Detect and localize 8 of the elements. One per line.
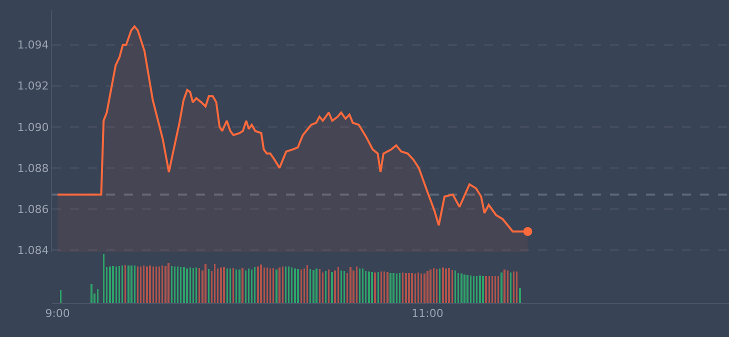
y-tick-label: 1.084 <box>17 244 49 257</box>
y-tick-label: 1.094 <box>17 38 49 52</box>
y-tick-label: 1.086 <box>17 202 49 216</box>
y-tick-label: 1.090 <box>17 120 49 134</box>
x-tick-label: 9:00 <box>45 307 70 320</box>
y-tick-label: 1.092 <box>17 80 49 93</box>
x-tick-label: 11:00 <box>412 307 444 320</box>
y-tick-label: 1.088 <box>17 162 49 175</box>
